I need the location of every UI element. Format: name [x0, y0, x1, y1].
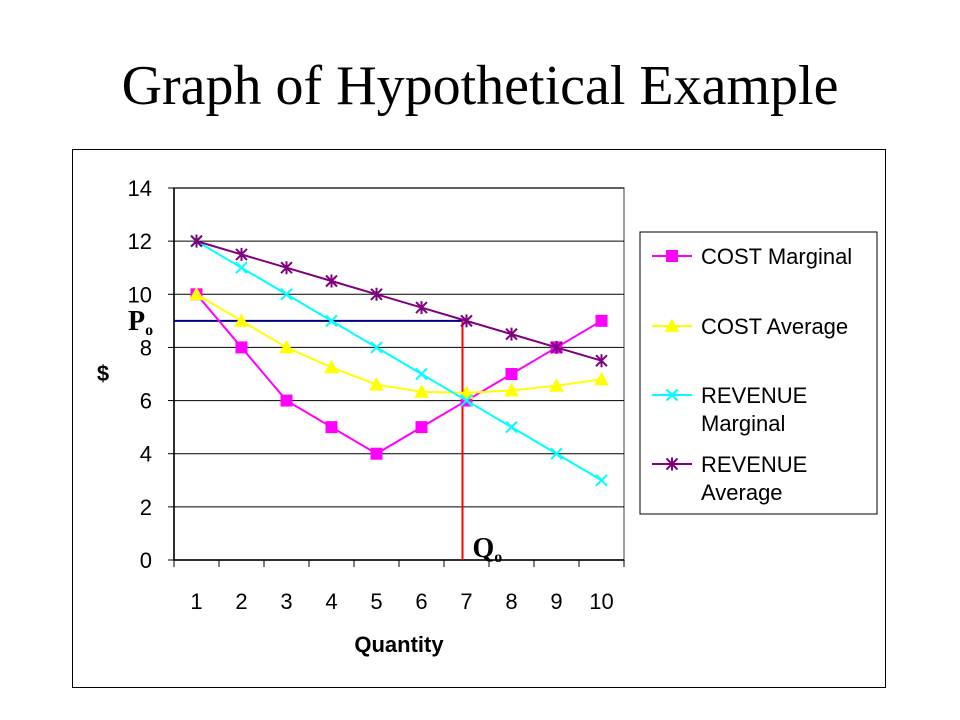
legend-marker	[664, 318, 680, 332]
legend-marker	[665, 457, 679, 471]
chart-frame	[72, 149, 886, 688]
y-tick-label: 0	[140, 548, 152, 573]
y-tick-label: 8	[140, 335, 152, 360]
slide-title: Graph of Hypothetical Example	[121, 55, 839, 117]
data-point-revenue-marginal	[235, 261, 248, 274]
data-point-revenue-marginal	[460, 394, 473, 407]
x-tick-label: 10	[589, 589, 613, 614]
data-point-revenue-average	[235, 247, 248, 261]
data-point-cost-average	[279, 339, 294, 354]
data-point-cost-average	[504, 382, 519, 397]
legend-label: REVENUE	[701, 383, 807, 408]
data-point-cost-marginal	[595, 314, 608, 327]
y-tick-label: 14	[128, 176, 152, 201]
data-point-revenue-marginal	[280, 288, 293, 301]
data-point-cost-average	[324, 359, 339, 374]
y-tick-label: 2	[140, 495, 152, 520]
y-tick-label: 10	[128, 282, 152, 307]
data-point-revenue-average	[325, 274, 338, 288]
x-tick-label: 6	[415, 589, 427, 614]
y-axis-title: $	[97, 361, 109, 386]
x-tick-label: 9	[550, 589, 562, 614]
data-point-cost-average	[459, 385, 474, 399]
x-tick-label: 8	[505, 589, 517, 614]
plot-background	[173, 187, 625, 561]
x-tick-label: 2	[235, 589, 247, 614]
series-line-cost-average	[195, 293, 602, 394]
y-tick-label: 12	[128, 229, 152, 254]
legend-entry-revenue-marginal: REVENUE Marginal	[652, 383, 807, 436]
data-point-revenue-marginal	[595, 474, 608, 487]
data-point-cost-average	[234, 313, 249, 327]
data-point-cost-average	[594, 371, 609, 386]
series-group	[189, 234, 609, 487]
data-point-revenue-average	[415, 301, 428, 315]
legend-marker	[666, 250, 678, 262]
legend-label: Average	[701, 480, 783, 505]
price-label: Po	[128, 306, 153, 339]
data-point-revenue-average	[280, 261, 293, 275]
data-point-revenue-marginal	[415, 367, 428, 381]
data-point-revenue-average	[595, 354, 608, 368]
x-tick-label: 5	[370, 589, 382, 614]
data-point-revenue-average	[550, 340, 563, 354]
data-point-cost-marginal	[325, 421, 338, 434]
x-tick-label: 7	[460, 589, 472, 614]
legend: COST Marginal COST Average REVENUE Marginal…	[639, 231, 878, 515]
series-line-revenue-average	[196, 240, 602, 362]
legend-label: REVENUE	[701, 452, 807, 477]
series-line-cost-marginal	[195, 293, 603, 455]
data-point-revenue-average	[190, 234, 203, 248]
data-point-cost-average	[369, 377, 384, 391]
y-tick-label: 6	[140, 389, 152, 414]
data-point-revenue-marginal	[370, 341, 383, 354]
x-tick-label: 1	[190, 589, 202, 614]
data-point-revenue-average	[370, 287, 383, 301]
data-point-cost-average	[549, 378, 564, 392]
quantity-label: Qo	[473, 533, 503, 566]
legend-label: Marginal	[701, 411, 785, 436]
legend-box	[639, 231, 878, 515]
data-point-cost-average	[414, 384, 429, 398]
legend-entry-revenue-average: REVENUE Average	[652, 452, 807, 505]
legend-label: COST Average	[701, 314, 848, 339]
legend-entry-cost-marginal: COST Marginal	[652, 244, 852, 269]
equilibrium-annotations	[174, 319, 464, 560]
data-point-cost-marginal	[505, 368, 518, 380]
x-tick-label: 3	[280, 589, 292, 614]
data-point-revenue-marginal	[325, 314, 338, 328]
data-point-cost-marginal	[280, 394, 293, 407]
annotation-labels: Po Qo	[128, 306, 502, 566]
series-revenue-average	[190, 234, 608, 368]
x-axis-title: Quantity	[354, 632, 444, 657]
data-point-revenue-marginal	[550, 447, 563, 460]
legend-marker	[665, 388, 679, 402]
y-tick-label: 4	[140, 442, 152, 467]
series-cost-average	[189, 286, 609, 399]
data-point-cost-average	[189, 286, 204, 301]
data-point-cost-marginal	[370, 447, 383, 460]
data-point-cost-marginal	[415, 421, 428, 434]
data-point-revenue-average	[505, 327, 518, 341]
x-tick-label: 4	[325, 589, 337, 614]
data-point-revenue-average	[460, 314, 473, 328]
legend-label: COST Marginal	[701, 244, 852, 269]
series-line-revenue-marginal	[195, 240, 603, 482]
data-point-cost-marginal	[235, 341, 248, 354]
data-point-revenue-marginal	[505, 420, 518, 434]
legend-entry-cost-average: COST Average	[652, 314, 848, 339]
